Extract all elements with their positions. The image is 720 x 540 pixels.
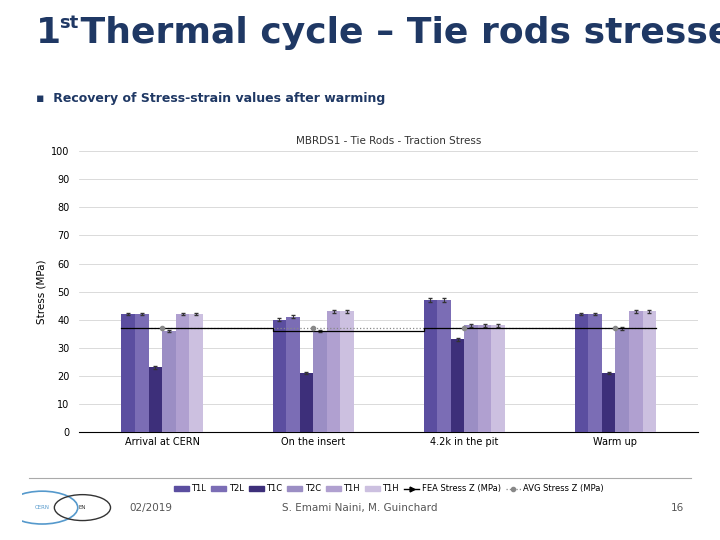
Text: S. Emami Naini, M. Guinchard: S. Emami Naini, M. Guinchard bbox=[282, 503, 438, 512]
Bar bbox=[629, 311, 642, 432]
Bar bbox=[616, 328, 629, 432]
Bar bbox=[313, 331, 327, 432]
Bar bbox=[327, 311, 341, 432]
Title: MBRDS1 - Tie Rods - Traction Stress: MBRDS1 - Tie Rods - Traction Stress bbox=[296, 136, 482, 146]
Y-axis label: Stress (MPa): Stress (MPa) bbox=[37, 259, 47, 324]
Bar bbox=[437, 300, 451, 432]
Bar bbox=[588, 314, 602, 432]
Bar bbox=[300, 373, 313, 432]
Text: 02/2019: 02/2019 bbox=[130, 503, 173, 512]
Bar bbox=[575, 314, 588, 432]
Bar bbox=[162, 331, 176, 432]
Bar bbox=[464, 325, 478, 432]
Text: EN: EN bbox=[78, 505, 86, 510]
Text: Thermal cycle – Tie rods stresses: Thermal cycle – Tie rods stresses bbox=[68, 16, 720, 50]
Bar bbox=[189, 314, 203, 432]
Text: st: st bbox=[59, 14, 78, 31]
Bar bbox=[341, 311, 354, 432]
Text: 16: 16 bbox=[671, 503, 684, 512]
Text: ▪  Recovery of Stress-strain values after warming: ▪ Recovery of Stress-strain values after… bbox=[36, 92, 385, 105]
Legend: T1L, T2L, T1C, T2C, T1H, T1H, FEA Stress Z (MPa), AVG Stress Z (MPa): T1L, T2L, T1C, T2C, T1H, T1H, FEA Stress… bbox=[171, 481, 607, 497]
Text: 1: 1 bbox=[36, 16, 61, 50]
Bar bbox=[492, 325, 505, 432]
Bar bbox=[135, 314, 148, 432]
Bar bbox=[451, 339, 464, 432]
Bar bbox=[423, 300, 437, 432]
Bar bbox=[122, 314, 135, 432]
Bar bbox=[602, 373, 616, 432]
Bar bbox=[272, 320, 286, 432]
Text: CERN: CERN bbox=[35, 505, 50, 510]
Bar bbox=[286, 317, 300, 432]
Bar bbox=[642, 311, 656, 432]
Bar bbox=[148, 367, 162, 432]
Bar bbox=[176, 314, 189, 432]
Bar bbox=[478, 325, 492, 432]
